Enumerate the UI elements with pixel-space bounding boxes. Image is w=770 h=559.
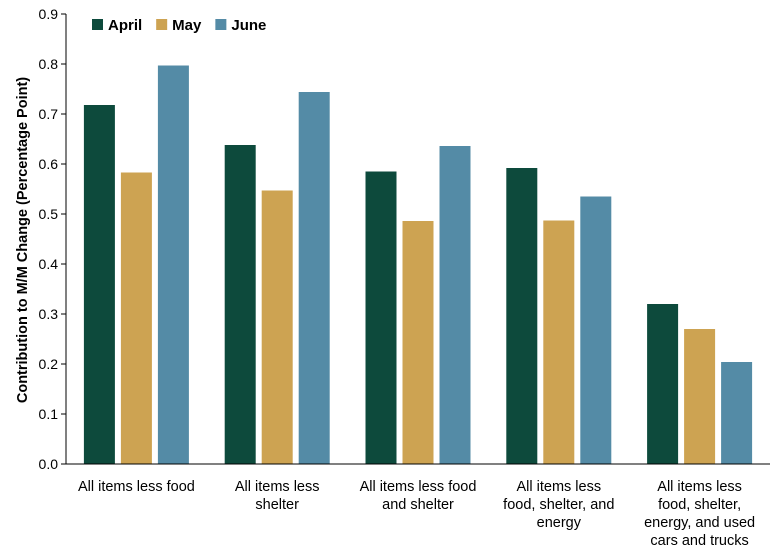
y-tick-label: 0.9	[39, 6, 59, 22]
x-category-label: All items less food, shelter, and energy	[503, 479, 614, 531]
bar-may	[120, 172, 152, 464]
y-tick-label: 0.5	[39, 206, 59, 222]
bar-june	[721, 362, 753, 464]
y-tick-label: 0.2	[39, 356, 59, 372]
x-category-label: All items less shelter	[235, 479, 320, 513]
y-tick-label: 0.7	[39, 106, 59, 122]
legend-swatch-april	[92, 19, 103, 30]
y-tick-label: 0.0	[39, 456, 59, 472]
legend-swatch-june	[215, 19, 227, 30]
bar-june	[580, 196, 612, 464]
x-category-label: All items less food, shelter, energy, and …	[644, 479, 755, 549]
bar-june	[439, 146, 471, 464]
bar-april	[647, 304, 679, 464]
plot-area: 0.0 0.1 0.2 0.3 0.4 0.5 0.6 0.7 0.8 0.9 All items …	[39, 6, 770, 549]
x-category-label: All items less food and shelter	[360, 479, 477, 513]
y-axis-title: Contribution to M/M Change (Percentage P…	[15, 77, 31, 403]
bar-may	[402, 221, 434, 464]
bar-april	[365, 171, 397, 464]
bar-may	[543, 220, 575, 464]
bar-may	[261, 190, 293, 464]
bar-april	[83, 105, 115, 464]
legend-label-april: April	[108, 17, 142, 34]
x-category-label: All items less food	[78, 479, 195, 495]
y-tick-label: 0.3	[39, 306, 59, 322]
legend-swatch-may	[156, 19, 168, 30]
bar-april	[506, 168, 538, 464]
bar-june	[157, 65, 189, 464]
bar-june	[298, 92, 330, 464]
legend-label-june: June	[231, 17, 266, 34]
y-tick-label: 0.6	[39, 156, 59, 172]
legend-label-may: May	[172, 17, 202, 34]
y-tick-label: 0.8	[39, 56, 59, 72]
y-tick-label: 0.4	[39, 256, 59, 272]
bar-may	[684, 329, 716, 464]
y-tick-label: 0.1	[39, 406, 59, 422]
bar-april	[224, 145, 256, 464]
